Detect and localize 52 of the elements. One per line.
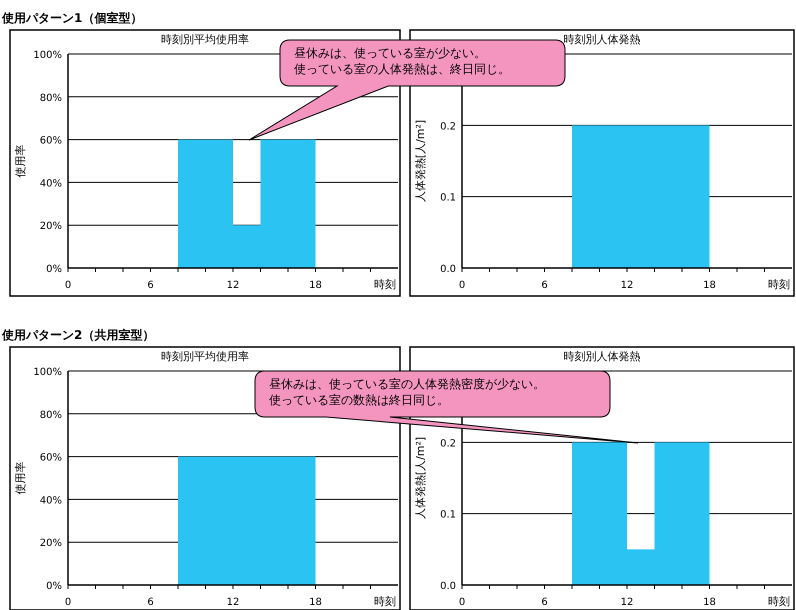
annotation: 昼休みは、使っている室の人体発熱密度が少ない。 xyxy=(269,377,545,391)
annotation: 使っている室の数熱は終日同じ。 xyxy=(269,393,449,407)
chart-title: 時刻別平均使用率 xyxy=(161,350,249,363)
x-tick-label: 6 xyxy=(541,280,548,291)
y-tick-label: 0.0 xyxy=(440,264,456,275)
y-axis-title: 人体発熱[人/m²] xyxy=(414,120,427,202)
x-tick-label: 18 xyxy=(703,280,716,291)
x-tick-label: 18 xyxy=(309,280,322,291)
x-axis-title: 時刻 xyxy=(768,595,790,608)
x-tick-label: 12 xyxy=(226,597,240,608)
text: 使用パターン1（個室型） xyxy=(1,11,142,25)
y-tick-label: 100% xyxy=(33,367,62,378)
chart-title: 時刻別平均使用率 xyxy=(161,33,249,46)
y-tick-label: 40% xyxy=(40,495,62,506)
x-tick-label: 0 xyxy=(64,280,72,291)
x-tick-label: 0 xyxy=(458,280,466,291)
y-tick-label: 0% xyxy=(46,581,62,592)
y-tick-label: 0.1 xyxy=(440,510,456,521)
x-tick-label: 18 xyxy=(703,597,716,608)
x-tick-label: 6 xyxy=(147,597,154,608)
x-tick-label: 18 xyxy=(309,597,322,608)
y-tick-label: 100% xyxy=(33,50,62,61)
x-tick-label: 6 xyxy=(541,597,548,608)
x-tick-label: 0 xyxy=(64,597,72,608)
annotation: 昼休みは、使っている室が少ない。 xyxy=(294,46,486,60)
y-tick-label: 0% xyxy=(46,264,62,275)
y-tick-label: 40% xyxy=(40,178,62,190)
annotation: 使っている室の人体発熱は、終日同じ。 xyxy=(294,62,510,76)
y-tick-label: 0.1 xyxy=(440,192,456,204)
text: 使用パターン2（共用室型） xyxy=(1,328,154,342)
x-tick-label: 12 xyxy=(620,280,634,291)
y-tick-label: 60% xyxy=(40,136,62,147)
x-axis-title: 時刻 xyxy=(374,278,396,291)
chart-title: 時刻別人体発熱 xyxy=(564,350,640,363)
x-axis-title: 時刻 xyxy=(768,278,790,291)
y-axis-title: 使用率 xyxy=(14,462,27,494)
chart-title: 時刻別人体発熱 xyxy=(564,33,640,46)
y-tick-label: 80% xyxy=(40,410,62,421)
x-axis-title: 時刻 xyxy=(374,595,396,608)
y-tick-label: 0.2 xyxy=(440,438,456,450)
x-tick-label: 0 xyxy=(458,597,466,608)
y-axis-title: 人体発熱[人/m²] xyxy=(414,436,427,520)
y-tick-label: 0.0 xyxy=(440,581,456,592)
y-tick-label: 20% xyxy=(40,538,62,550)
x-tick-label: 12 xyxy=(226,280,240,291)
y-tick-label: 20% xyxy=(40,221,62,232)
y-axis-title: 使用率 xyxy=(14,144,27,178)
y-tick-label: 60% xyxy=(40,452,62,464)
x-tick-label: 6 xyxy=(147,280,154,291)
y-tick-label: 80% xyxy=(40,92,62,104)
y-tick-label: 0.2 xyxy=(440,121,456,132)
x-tick-label: 12 xyxy=(620,597,634,608)
